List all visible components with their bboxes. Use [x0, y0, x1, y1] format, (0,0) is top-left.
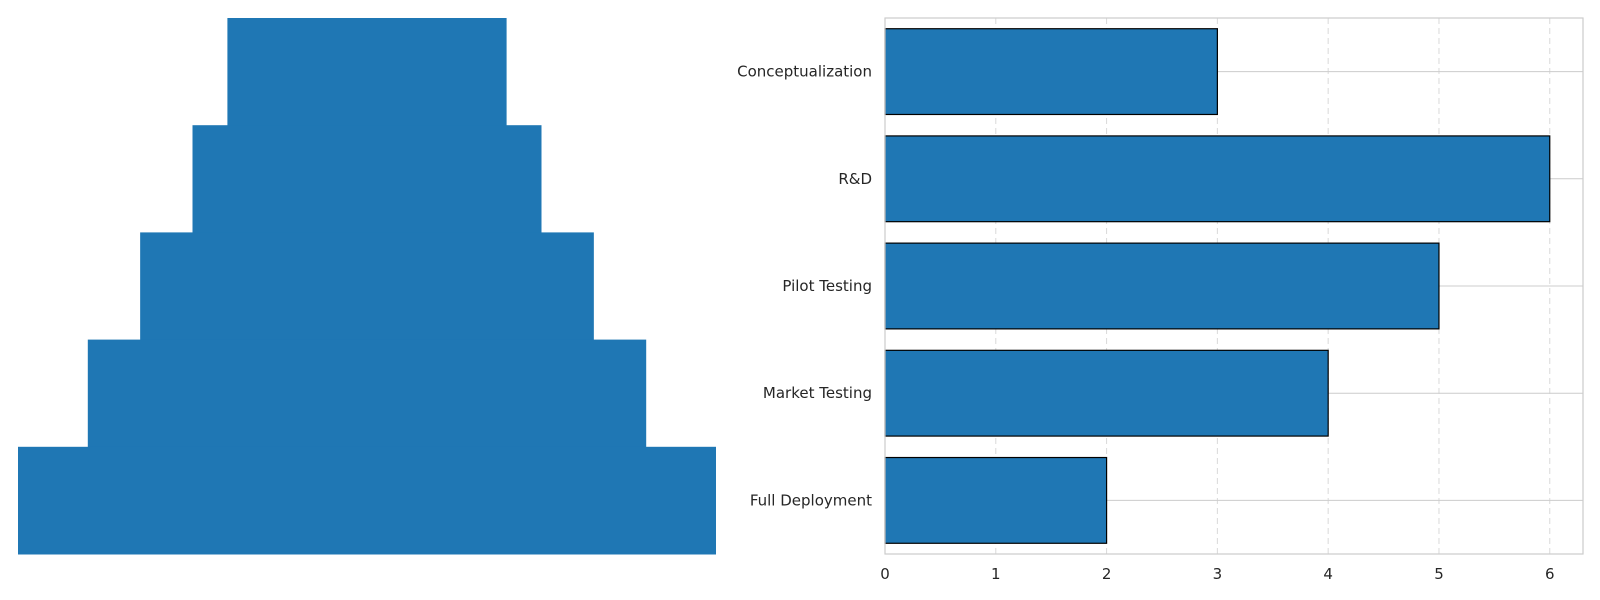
funnel-stage-full-deployment — [18, 447, 716, 555]
x-tick-label: 3 — [1213, 565, 1223, 583]
bar-pilot-testing — [885, 243, 1439, 329]
category-label-full-deployment: Full Deployment — [750, 491, 872, 509]
bar-randd — [885, 136, 1550, 222]
bar-full-deployment — [885, 458, 1107, 544]
category-label-conceptualization: Conceptualization — [737, 63, 872, 81]
bar-conceptualization — [885, 29, 1217, 115]
funnel-stage-market-testing — [88, 340, 646, 448]
x-tick-label: 0 — [880, 565, 890, 583]
category-label-market-testing: Market Testing — [763, 384, 872, 402]
category-label-pilot-testing: Pilot Testing — [782, 277, 872, 295]
x-tick-label: 5 — [1434, 565, 1444, 583]
category-label-randd: R&D — [838, 170, 872, 188]
funnel-stage-randd — [193, 125, 542, 233]
x-tick-label: 4 — [1323, 565, 1333, 583]
funnel-chart — [18, 18, 716, 555]
horizontal-bar-chart: Conceptualization R&D Pilot Testing Market … — [737, 18, 1583, 583]
x-tick-label: 6 — [1545, 565, 1555, 583]
x-tick-label: 2 — [1102, 565, 1112, 583]
bar-chart-x-tick-labels: 0 1 2 3 4 5 6 — [880, 565, 1554, 583]
x-tick-label: 1 — [991, 565, 1001, 583]
funnel-stage-conceptualization — [227, 18, 506, 126]
funnel-stage-pilot-testing — [140, 232, 594, 340]
bar-chart-category-labels: Conceptualization R&D Pilot Testing Market … — [737, 63, 872, 510]
bar-market-testing — [885, 350, 1328, 436]
